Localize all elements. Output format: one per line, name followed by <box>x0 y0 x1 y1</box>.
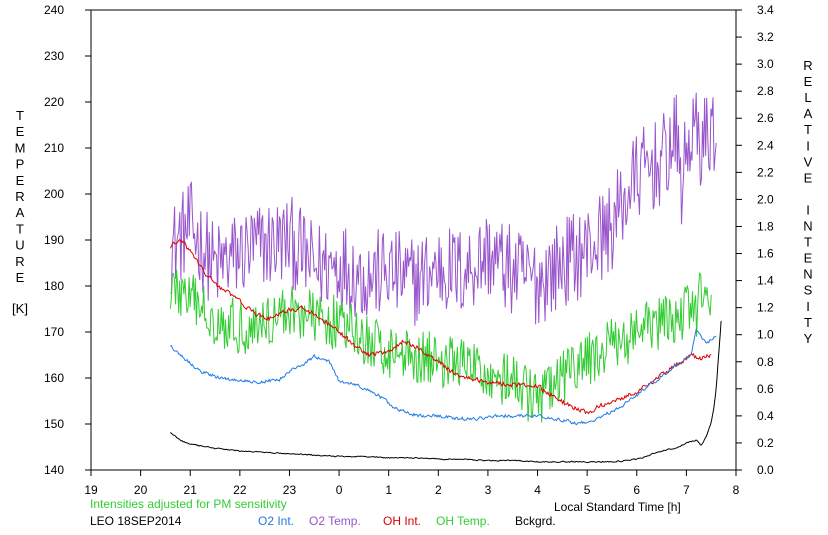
x-tick-label: 5 <box>584 483 591 497</box>
y-left-tick-label: 210 <box>44 141 64 155</box>
y-right-tick-label: 2.6 <box>757 111 774 125</box>
y-right-tick-label: 0.4 <box>757 409 774 423</box>
y-right-tick-label: 3.2 <box>757 30 774 44</box>
x-tick-label: 22 <box>233 483 247 497</box>
y-right-label-letter: T <box>804 315 812 330</box>
x-tick-label: 8 <box>733 483 740 497</box>
y-left-tick-label: 230 <box>44 49 64 63</box>
x-tick-label: 1 <box>385 483 392 497</box>
x-tick-label: 23 <box>283 483 297 497</box>
x-tick-label: 4 <box>534 483 541 497</box>
y-left-unit: [K] <box>12 301 28 316</box>
y-right-tick-label: 0.0 <box>757 463 774 477</box>
y-right-label-letter: I <box>806 299 810 314</box>
y-right-label-letter: N <box>803 267 812 282</box>
y-left-label-letter: E <box>16 173 25 188</box>
y-left-tick-label: 220 <box>44 95 64 109</box>
y-right-label-letter: S <box>804 283 813 298</box>
y-left-tick-label: 140 <box>44 463 64 477</box>
y-left-tick-label: 160 <box>44 371 64 385</box>
y-right-tick-label: 1.6 <box>757 247 774 261</box>
series-lines <box>169 92 722 464</box>
y-right-axis-ticks: 0.0 0.2 0.4 0.6 0.8 1.0 1.2 1.4 1.6 1.8 2.0 2.2 2.4 2… <box>736 3 774 477</box>
y-right-label-letter: R <box>803 58 812 73</box>
y-right-label-letter: A <box>804 106 813 121</box>
legend-o2-int: O2 Int. <box>258 514 295 528</box>
y-left-label-letter: R <box>15 189 24 204</box>
y-right-tick-label: 3.0 <box>757 57 774 71</box>
y-left-tick-label: 200 <box>44 187 64 201</box>
series-o2int-line <box>170 328 717 426</box>
y-right-label-letter: E <box>804 251 813 266</box>
y-left-tick-label: 170 <box>44 325 64 339</box>
series-ohint-line <box>169 238 712 415</box>
y-left-tick-label: 190 <box>44 233 64 247</box>
series-bckgrd-line <box>170 320 722 464</box>
x-tick-label: 7 <box>683 483 690 497</box>
y-right-tick-label: 2.2 <box>757 165 774 179</box>
y-right-label-letter: N <box>803 219 812 234</box>
y-right-tick-label: 0.8 <box>757 355 774 369</box>
y-right-label-letter: T <box>804 122 812 137</box>
legend-o2-temp: O2 Temp. <box>309 514 361 528</box>
y-left-axis-ticks: 140 150 160 170 180 190 200 210 220 230 240 <box>44 3 91 477</box>
y-right-tick-label: 1.8 <box>757 219 774 233</box>
y-right-tick-label: 2.0 <box>757 192 774 206</box>
y-left-label-letter: A <box>16 205 25 220</box>
y-right-tick-label: 0.2 <box>757 436 774 450</box>
series-o2temp-line <box>170 92 717 326</box>
y-left-label-letter: M <box>15 140 26 155</box>
plot-frame <box>90 9 737 471</box>
station-date-label: LEO 18SEP2014 <box>90 514 182 528</box>
x-tick-label: 2 <box>435 483 442 497</box>
legend-oh-temp: OH Temp. <box>436 514 490 528</box>
legend-bckgrd: Bckgrd. <box>515 514 556 528</box>
y-left-label-letter: U <box>15 238 24 253</box>
y-right-label-letter: I <box>806 138 810 153</box>
y-right-label-letter: E <box>804 74 813 89</box>
y-right-label-letter: L <box>804 90 811 105</box>
legend-oh-int: OH Int. <box>383 514 422 528</box>
x-tick-label: 6 <box>633 483 640 497</box>
y-right-tick-label: 1.2 <box>757 301 774 315</box>
y-right-label-letter: Y <box>804 331 813 346</box>
y-left-tick-label: 240 <box>44 3 64 17</box>
y-right-label-letter: I <box>806 202 810 217</box>
x-tick-label: 21 <box>184 483 198 497</box>
y-left-label-letter: P <box>16 157 25 172</box>
y-right-label-letter: E <box>804 170 813 185</box>
x-axis-ticks: 19 20 21 22 23 0 1 2 3 4 5 6 7 8 <box>84 470 740 497</box>
y-left-label-letter: E <box>16 124 25 139</box>
pm-sensitivity-note: Intensities adjusted for PM sensitivity <box>90 497 287 511</box>
y-left-label-letter: T <box>16 108 24 123</box>
y-right-label-letter: V <box>804 154 813 169</box>
y-left-tick-label: 150 <box>44 417 64 431</box>
y-right-label-letter: T <box>804 235 812 250</box>
x-tick-label: 19 <box>84 483 98 497</box>
y-left-label-letter: E <box>16 270 25 285</box>
x-tick-label: 20 <box>134 483 148 497</box>
x-axis-label: Local Standard Time [h] <box>554 500 681 514</box>
x-tick-label: 0 <box>336 483 343 497</box>
y-right-tick-label: 1.4 <box>757 274 774 288</box>
y-right-tick-label: 1.0 <box>757 328 774 342</box>
y-left-tick-label: 180 <box>44 279 64 293</box>
y-left-label-letter: T <box>16 221 24 236</box>
y-left-label-letter: R <box>15 254 24 269</box>
x-tick-label: 3 <box>485 483 492 497</box>
y-right-tick-label: 3.4 <box>757 3 774 17</box>
y-right-tick-label: 0.6 <box>757 382 774 396</box>
y-right-tick-label: 2.4 <box>757 138 774 152</box>
y-right-tick-label: 2.8 <box>757 84 774 98</box>
